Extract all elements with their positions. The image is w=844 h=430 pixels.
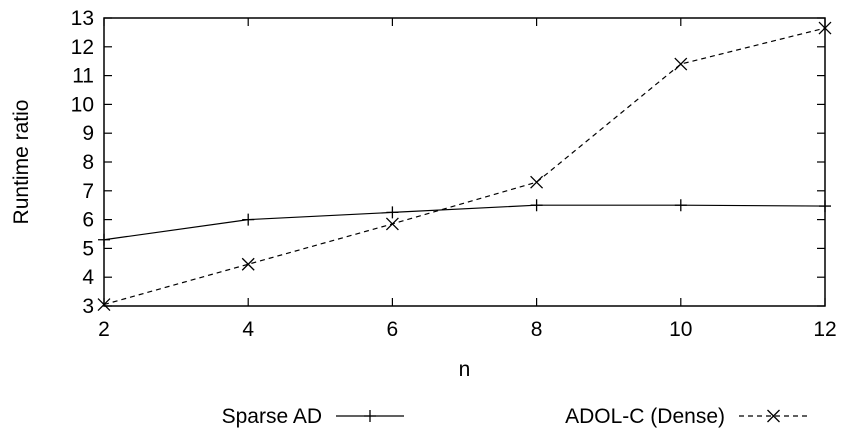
x-axis-label: n: [459, 358, 471, 381]
y-tick-label: 12: [71, 36, 94, 59]
data-point-marker: [819, 200, 831, 213]
y-tick-label: 10: [71, 93, 94, 116]
x-axis-ticks: 2 4 6 8 10 12: [98, 18, 837, 341]
legend-marker: [767, 409, 780, 423]
plot-area: [103, 17, 826, 307]
data-point-marker: [97, 298, 111, 312]
data-point-marker: [530, 175, 544, 189]
data-point-marker: [242, 213, 255, 226]
data-point-marker: [385, 217, 399, 231]
data-point-marker: [818, 21, 832, 35]
x-tick-label: 4: [242, 318, 254, 341]
series-line: [103, 204, 826, 241]
series-adol-c-dense: [97, 21, 832, 312]
data-point-marker: [386, 206, 399, 219]
x-tick-label: 8: [531, 318, 543, 341]
y-axis-label: Runtime ratio: [10, 100, 33, 225]
y-tick-label: 4: [82, 266, 94, 289]
y-tick-label: 6: [82, 209, 94, 232]
legend-entry: ADOL-C (Dense): [565, 405, 808, 428]
legend-label: ADOL-C (Dense): [565, 405, 725, 428]
x-tick-label: 10: [669, 318, 692, 341]
data-point-marker: [98, 233, 110, 246]
data-point-marker: [674, 57, 688, 71]
series-sparse-ad: [98, 199, 831, 246]
y-tick-label: 13: [71, 7, 94, 30]
y-tick-label: 8: [82, 151, 94, 174]
y-tick-label: 7: [82, 180, 94, 203]
data-point-marker: [241, 257, 255, 271]
y-tick-label: 11: [72, 65, 94, 88]
legend: Sparse AD ADOL-C (Dense): [222, 405, 808, 428]
y-axis-ticks: 3 4 5 6 7 8 9 10 11 12 13: [71, 7, 825, 318]
x-tick-label: 6: [387, 318, 399, 341]
plot-frame: [103, 17, 826, 307]
x-tick-label: 2: [98, 318, 110, 341]
data-point-marker: [674, 199, 687, 212]
y-tick-label: 3: [82, 295, 94, 318]
legend-marker: [364, 410, 376, 422]
series-line: [103, 27, 826, 306]
data-point-marker: [530, 199, 543, 212]
legend-entry: Sparse AD: [222, 405, 404, 428]
series-layer: [97, 21, 832, 312]
legend-label: Sparse AD: [222, 405, 322, 428]
y-tick-label: 5: [82, 237, 94, 260]
x-tick-label: 12: [813, 318, 836, 341]
y-tick-label: 9: [82, 122, 94, 145]
